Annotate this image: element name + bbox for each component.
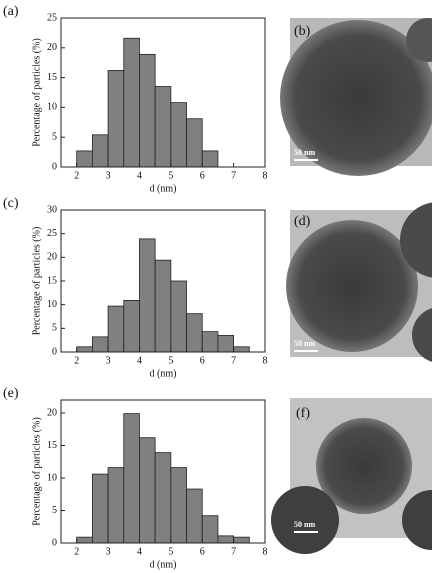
x-tick-label: 5 [168, 170, 173, 181]
x-tick-label: 4 [137, 170, 142, 181]
particle [271, 486, 339, 554]
x-tick-label: 8 [263, 170, 268, 181]
y-tick-label: 10 [47, 299, 57, 310]
bar [91, 336, 109, 353]
y-axis-label: Percentage of particles (%) [31, 417, 42, 526]
bar [123, 413, 140, 544]
scale-label: 50 nm [294, 520, 315, 529]
y-tick-label: 5 [52, 131, 57, 142]
x-axis-label: d (nm) [150, 559, 177, 570]
particle [412, 308, 432, 362]
x-tick-label: 8 [263, 355, 268, 366]
bar [91, 473, 109, 544]
bar [139, 238, 156, 353]
bar [201, 150, 219, 168]
x-tick-label: 3 [106, 546, 111, 557]
x-tick-label: 7 [231, 546, 236, 557]
y-tick-label: 10 [47, 102, 57, 113]
bar [170, 280, 187, 353]
panel-label: (a) [3, 4, 19, 19]
scale-label: 50 nm [294, 148, 315, 157]
bar [107, 305, 125, 353]
y-tick-label: 5 [52, 323, 57, 334]
y-tick-label: 10 [47, 472, 57, 483]
x-tick-label: 4 [137, 355, 142, 366]
x-tick-label: 4 [137, 546, 142, 557]
image-label: (f) [296, 406, 310, 421]
x-tick-label: 5 [168, 355, 173, 366]
bar [139, 53, 156, 168]
y-tick-label: 15 [47, 275, 57, 286]
x-tick-label: 6 [200, 170, 205, 181]
bar [154, 86, 172, 168]
x-axis-label: d (nm) [150, 368, 177, 379]
bar [139, 437, 156, 544]
x-tick-label: 6 [200, 355, 205, 366]
bar [201, 515, 219, 544]
particle [286, 220, 418, 352]
bar [107, 70, 125, 168]
bar [201, 331, 219, 353]
bar [217, 535, 235, 544]
plot-frame [60, 17, 266, 168]
bar [154, 259, 172, 353]
y-tick-label: 15 [47, 72, 57, 83]
x-tick-label: 6 [200, 546, 205, 557]
x-tick-label: 3 [106, 355, 111, 366]
y-tick-label: 0 [52, 161, 57, 172]
bar [186, 313, 203, 353]
y-tick-label: 0 [52, 346, 57, 357]
image-label: (b) [294, 24, 311, 39]
y-tick-label: 25 [47, 12, 57, 23]
bar [233, 346, 250, 353]
tem-image: (b) 50 nm [280, 18, 432, 176]
scale-label: 50 nm [294, 339, 315, 348]
x-tick-label: 2 [74, 546, 79, 557]
y-tick-label: 0 [52, 537, 57, 548]
x-tick-label: 5 [168, 546, 173, 557]
y-tick-label: 15 [47, 440, 57, 451]
particle [280, 20, 432, 176]
bar [217, 335, 235, 353]
bar [76, 536, 93, 544]
bar [76, 346, 93, 353]
y-axis-label: Percentage of particles (%) [31, 227, 42, 336]
plot-frame [60, 399, 266, 544]
x-tick-label: 7 [231, 355, 236, 366]
image-label: (d) [294, 214, 311, 229]
y-tick-label: 30 [47, 204, 57, 215]
particle [400, 202, 432, 278]
bar [186, 488, 203, 544]
x-tick-label: 7 [231, 170, 236, 181]
tem-image: (f) 50 nm [271, 398, 432, 554]
bar [233, 536, 250, 544]
bar [107, 467, 125, 544]
x-tick-label: 3 [106, 170, 111, 181]
panel-label: (e) [3, 386, 19, 401]
panel-label: (c) [3, 196, 19, 211]
bar [170, 467, 187, 544]
y-axis-label: Percentage of particles (%) [31, 38, 42, 147]
particle [406, 18, 432, 62]
particle [402, 490, 432, 550]
bar [123, 37, 140, 168]
y-tick-label: 25 [47, 228, 57, 239]
x-tick-label: 2 [74, 355, 79, 366]
x-axis-label: d (nm) [150, 183, 177, 194]
bar [123, 300, 140, 353]
particle [316, 418, 412, 514]
bar [91, 134, 109, 168]
bar [170, 102, 187, 168]
y-tick-label: 20 [47, 252, 57, 263]
bar [76, 150, 93, 168]
x-tick-label: 8 [263, 546, 268, 557]
x-tick-label: 2 [74, 170, 79, 181]
bar [154, 452, 172, 544]
tem-image: (d) 50 nm [286, 202, 432, 362]
y-tick-label: 20 [47, 407, 57, 418]
bar [186, 118, 203, 168]
y-tick-label: 20 [47, 42, 57, 53]
y-tick-label: 5 [52, 505, 57, 516]
